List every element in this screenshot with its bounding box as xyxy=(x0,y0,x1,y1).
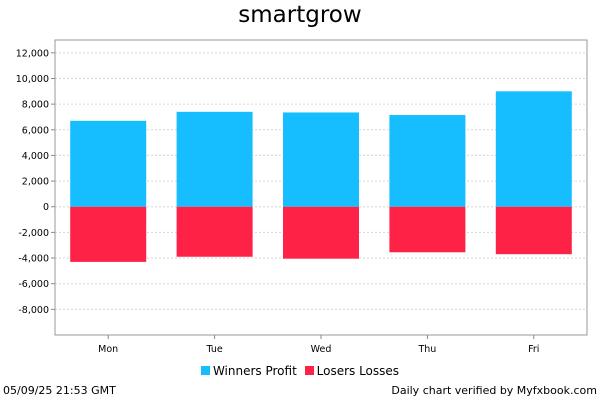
legend-swatch-winners xyxy=(200,365,210,375)
y-tick-label: 2,000 xyxy=(22,177,49,188)
x-tick-label: Mon xyxy=(98,344,118,355)
bar-winners-fri xyxy=(495,91,572,207)
y-tick-label: 8,000 xyxy=(22,100,49,111)
legend: Winners Profit Losers Losses xyxy=(0,363,600,378)
y-tick-label: -8,000 xyxy=(18,305,49,316)
bar-losers-mon xyxy=(70,206,147,262)
y-tick-label: -6,000 xyxy=(18,279,49,290)
bar-losers-fri xyxy=(495,206,572,255)
x-tick-label: Tue xyxy=(205,344,222,355)
bar-winners-tue xyxy=(176,111,253,207)
y-tick-label: 6,000 xyxy=(22,125,49,136)
legend-swatch-losers xyxy=(304,365,314,375)
y-tick-label: -4,000 xyxy=(18,254,49,265)
y-tick-label: -2,000 xyxy=(18,228,49,239)
y-tick-label: 12,000 xyxy=(16,48,49,59)
bar-losers-thu xyxy=(389,206,466,253)
bar-winners-mon xyxy=(70,120,147,207)
bar-winners-thu xyxy=(389,115,466,207)
y-tick-label: 10,000 xyxy=(16,74,49,85)
legend-item-winners[interactable]: Winners Profit xyxy=(200,363,297,378)
legend-label-losers: Losers Losses xyxy=(316,363,400,378)
legend-label-winners: Winners Profit xyxy=(212,363,297,378)
bar-winners-wed xyxy=(283,112,359,207)
credit-text: Daily chart verified by Myfxbook.com xyxy=(391,384,597,397)
chart-title: smartgrow xyxy=(238,2,362,28)
y-tick-label: 4,000 xyxy=(22,151,49,162)
x-tick-label: Thu xyxy=(417,344,436,355)
x-tick-label: Wed xyxy=(311,344,332,355)
bar-losers-tue xyxy=(176,206,253,257)
bar-losers-wed xyxy=(283,206,359,259)
x-tick-label: Fri xyxy=(528,344,539,355)
y-tick-label: 0 xyxy=(43,202,49,213)
legend-item-losers[interactable]: Losers Losses xyxy=(304,363,400,378)
timestamp-text: 05/09/25 21:53 GMT xyxy=(3,384,116,397)
